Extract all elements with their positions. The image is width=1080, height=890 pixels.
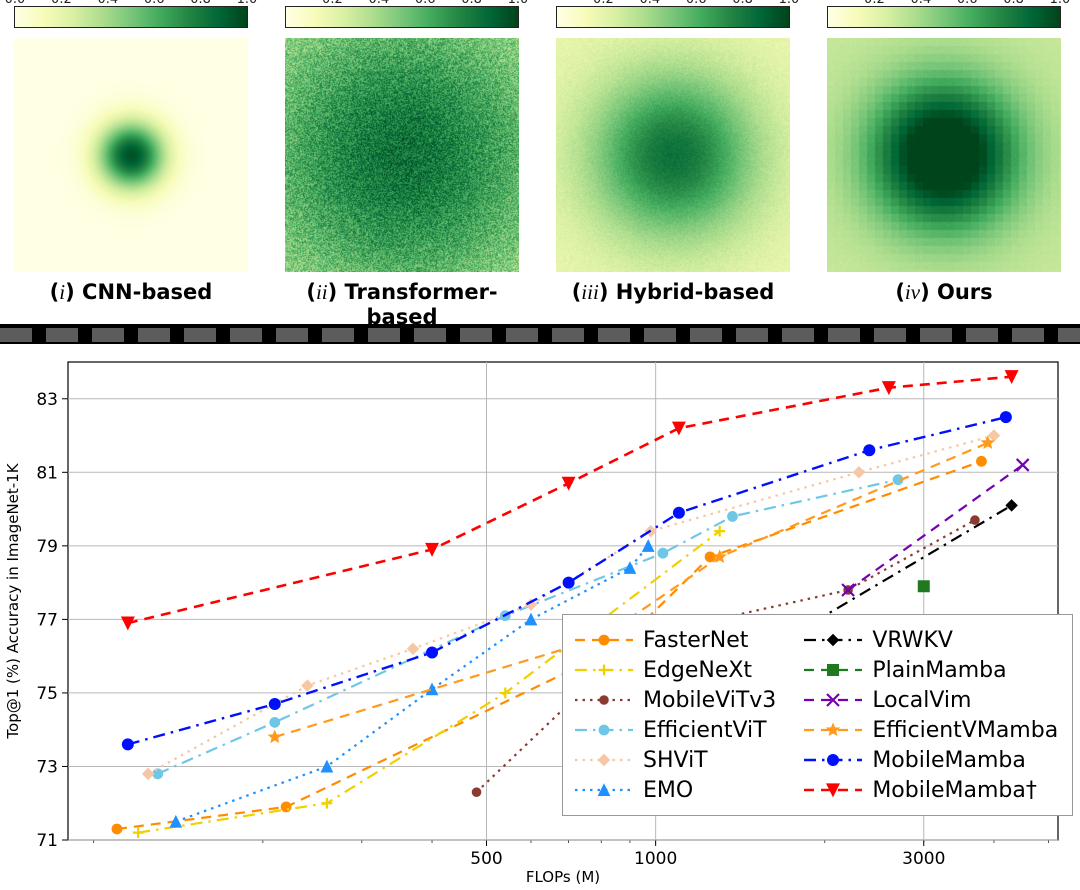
heatmap-strip: 0.00.20.40.60.81.0 (i) CNN-based 0.20.40.6… [0,0,1080,324]
heatmap-caption-hybrid: (iii) Hybrid-based [556,280,790,305]
legend-label: PlainMamba [872,658,1006,683]
legend-label: MobileViTv3 [643,688,776,713]
heatmap-transformer [285,38,519,272]
svg-text:Top@1 (%) Accuracy in ImageNet: Top@1 (%) Accuracy in ImageNet-1K [4,462,22,739]
legend-item-mobilemamba-: MobileMamba† [802,775,1058,805]
chart-legend: FasterNet EdgeNeXt MobileViTv3 EfficientViT… [562,614,1073,816]
legend-label: VRWKV [872,628,953,653]
svg-text:3000: 3000 [902,849,945,869]
legend-label: EfficientVMamba [872,718,1058,743]
legend-item-emo: EMO [573,775,776,805]
legend-item-mobilevitv3: MobileViTv3 [573,685,776,715]
heatmap-caption-ours: (iv) Ours [827,280,1061,305]
legend-item-localvim: LocalVim [802,685,1058,715]
svg-text:79: 79 [36,537,58,557]
colorbar-cnn: 0.00.20.40.60.81.0 [14,6,248,28]
heatmap-ours [827,38,1061,272]
legend-label: EfficientViT [643,718,767,743]
legend-item-edgenext: EdgeNeXt [573,655,776,685]
legend-item-efficientvit: EfficientViT [573,715,776,745]
legend-label: LocalVim [872,688,971,713]
legend-item-mobilemamba: MobileMamba [802,745,1058,775]
legend-label: EdgeNeXt [643,658,752,683]
legend-item-fasternet: FasterNet [573,625,776,655]
colorbar-hybrid: 0.20.40.60.81.0 [556,6,790,28]
section-divider [0,326,1080,344]
svg-text:500: 500 [470,849,502,869]
legend-item-efficientvmamba: EfficientVMamba [802,715,1058,745]
heatmap-hybrid [556,38,790,272]
accuracy-vs-flops-chart: 500 1000 3000 71 73 75 77 79 81 83 FLOPs (M) Top@1 … [0,344,1080,890]
svg-text:81: 81 [36,463,58,483]
legend-label: SHViT [643,748,708,773]
legend-item-vrwkv: VRWKV [802,625,1058,655]
heatmap-caption-cnn: (i) CNN-based [14,280,248,305]
svg-text:75: 75 [36,684,58,704]
legend-label: FasterNet [643,628,748,653]
svg-text:83: 83 [36,390,58,410]
colorbar-ours: 0.20.40.60.81.0 [827,6,1061,28]
legend-item-plainmamba: PlainMamba [802,655,1058,685]
svg-text:73: 73 [36,757,58,777]
heatmap-caption-transformer: (ii) Transformer-based [285,280,519,329]
legend-label: EMO [643,778,693,803]
legend-label: MobileMamba [872,748,1026,773]
svg-text:1000: 1000 [634,849,677,869]
svg-text:FLOPs (M): FLOPs (M) [526,868,600,886]
svg-text:71: 71 [36,831,58,851]
colorbar-transformer: 0.20.40.60.81.0 [285,6,519,28]
legend-label: MobileMamba† [872,778,1037,803]
svg-text:77: 77 [36,610,58,630]
heatmap-cnn [14,38,248,272]
legend-item-shvit: SHViT [573,745,776,775]
